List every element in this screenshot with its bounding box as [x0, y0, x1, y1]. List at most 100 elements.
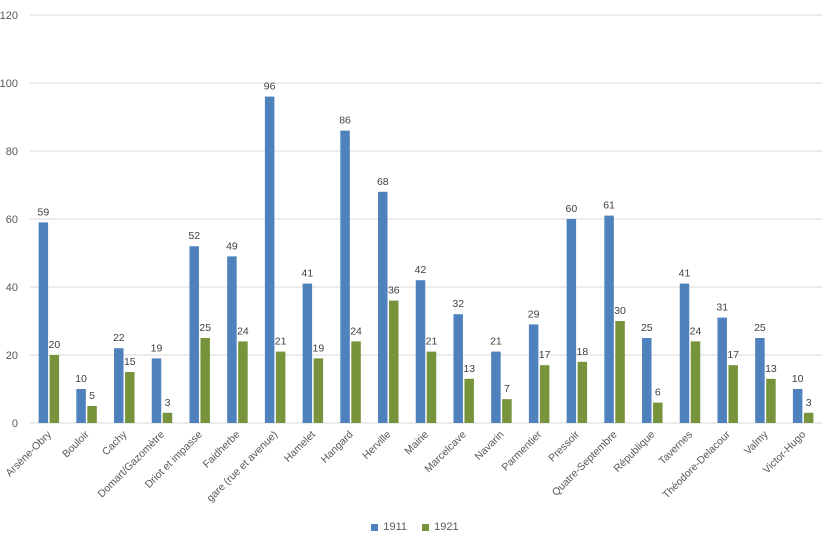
x-category-label: République: [611, 429, 657, 475]
bar-1921: [389, 300, 399, 423]
legend: 1911 1921: [0, 521, 830, 533]
x-category-label: Mairie: [402, 429, 431, 458]
x-category-label: Pressoir: [546, 428, 582, 464]
gridlines: [30, 14, 822, 424]
bar-1911: [378, 191, 388, 423]
data-label-1911: 41: [679, 268, 691, 280]
bar-1921: [200, 338, 210, 423]
bar-1921: [49, 355, 60, 423]
data-label-1921: 24: [690, 325, 702, 337]
bar-1911: [76, 389, 86, 423]
data-label-1921: 5: [89, 390, 95, 402]
bar-1921: [615, 321, 625, 423]
bar-1911: [604, 215, 614, 423]
bar-1911: [453, 314, 463, 423]
data-label-1921: 24: [350, 325, 362, 337]
bar-1921: [275, 351, 286, 423]
legend-swatch-1921: [422, 523, 430, 531]
legend-label-1911: 1911: [383, 521, 408, 534]
data-label-1911: 41: [302, 268, 314, 280]
x-category-label: Hangard: [319, 429, 356, 466]
data-label-1911: 32: [452, 298, 464, 310]
bar-1911: [114, 348, 124, 423]
data-label-1911: 21: [490, 336, 502, 348]
data-label-1921: 3: [806, 397, 812, 409]
bar-1911: [302, 283, 313, 423]
x-category-label: Théodore-Delacour: [660, 428, 733, 501]
data-label-1911: 31: [716, 302, 728, 314]
x-category-label: Tavernes: [657, 429, 696, 468]
data-label-1921: 15: [124, 356, 136, 368]
bar-1911: [642, 338, 652, 423]
bar-1921: [125, 372, 135, 423]
y-tick-label: 80: [6, 146, 18, 158]
x-category-label: Hamelet: [282, 429, 318, 465]
bars: [38, 96, 814, 423]
x-category-label: Cachy: [100, 428, 130, 458]
data-label-1911: 60: [566, 203, 578, 215]
bar-1921: [464, 378, 474, 423]
bar-1921: [238, 341, 248, 423]
data-label-1911: 42: [415, 264, 427, 276]
bar-1921: [690, 341, 701, 423]
bar-1921: [653, 402, 663, 423]
data-label-1921: 25: [199, 322, 211, 334]
y-tick-label: 0: [12, 418, 18, 430]
bar-1911: [38, 222, 49, 423]
bar-1911: [189, 246, 199, 423]
data-label-1921: 13: [765, 363, 777, 375]
y-tick-label: 100: [0, 78, 18, 90]
bar-1911: [717, 317, 727, 423]
data-label-1921: 6: [655, 387, 661, 399]
legend-item-1921: 1921: [422, 521, 459, 534]
data-label-1911: 25: [641, 322, 653, 334]
data-label-1921: 17: [727, 349, 739, 361]
bar-1911: [566, 219, 577, 423]
data-label-1911: 25: [754, 322, 766, 334]
x-category-label: Parmentier: [499, 428, 544, 473]
bar-1911: [755, 338, 765, 423]
legend-label-1921: 1921: [434, 521, 459, 534]
legend-item-1911: 1911: [371, 521, 407, 533]
data-label-1911: 10: [75, 373, 87, 385]
y-tick-label: 60: [6, 214, 18, 226]
x-category-label: Quatre-Septembre: [550, 429, 620, 499]
data-label-1911: 86: [339, 115, 351, 127]
bar-1921: [539, 365, 550, 423]
data-label-1911: 29: [528, 308, 540, 320]
data-label-1911: 10: [792, 373, 804, 385]
data-label-1911: 59: [38, 206, 50, 218]
bar-1911: [491, 351, 501, 423]
data-label-1921: 13: [463, 363, 475, 375]
y-tick-label: 120: [0, 10, 18, 22]
data-label-1921: 17: [539, 349, 551, 361]
bar-1911: [415, 280, 426, 423]
data-labels: 5920105221519352254924962141198624683642…: [38, 81, 812, 409]
data-label-1921: 19: [313, 342, 325, 354]
data-label-1921: 21: [426, 336, 438, 348]
bar-1921: [313, 358, 324, 423]
bar-1921: [502, 399, 512, 423]
x-axis-labels: Arsène-Obry Bouloir CachyDomart/GazomètreD…: [3, 428, 808, 504]
data-label-1911: 49: [226, 240, 238, 252]
bar-1921: [803, 412, 814, 423]
data-label-1911: 68: [377, 176, 389, 188]
bar-1911: [264, 96, 275, 423]
x-category-label: Navarin: [472, 429, 506, 463]
data-label-1921: 3: [165, 397, 171, 409]
data-label-1921: 18: [577, 346, 589, 358]
data-label-1911: 22: [113, 332, 125, 344]
y-tick-label: 40: [6, 282, 18, 294]
x-category-label: Bouloir: [60, 428, 92, 460]
bar-1911: [227, 256, 237, 423]
bar-1911: [528, 324, 539, 423]
data-label-1921: 36: [388, 285, 400, 297]
bar-1921: [766, 378, 776, 423]
bar-1911: [151, 358, 162, 423]
bar-1921: [426, 351, 437, 423]
bar-1921: [728, 365, 738, 423]
bar-1921: [87, 406, 97, 423]
data-label-1921: 7: [504, 383, 510, 395]
bar-1911: [679, 283, 690, 423]
